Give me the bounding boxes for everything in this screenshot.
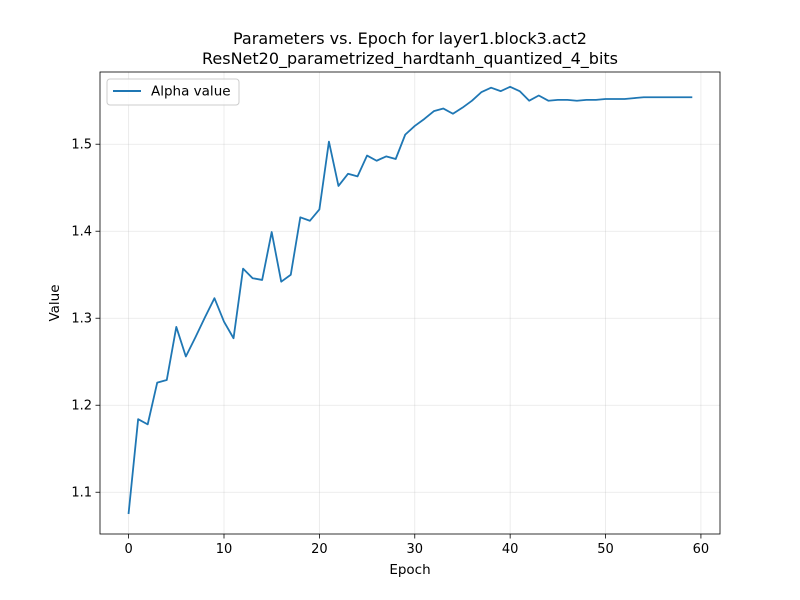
x-tick-label: 10 [216,542,233,557]
y-tick-label: 1.5 [71,138,92,153]
grid [100,72,720,534]
y-tick-label: 1.4 [71,225,92,240]
legend-box [106,78,240,106]
chart-subtitle: ResNet20_parametrized_hardtanh_quantized… [202,49,618,69]
y-axis-label: Value [47,284,63,321]
x-axis-label: Epoch [389,562,430,578]
x-tick-label: 0 [124,542,132,557]
y-axis: 1.1 1.2 1.3 1.4 1.5 [71,138,100,501]
legend: Alpha value [106,78,240,106]
x-tick-label: 40 [502,542,519,557]
plot-area [100,72,720,534]
series-line-alpha-value [127,85,693,515]
y-tick-label: 1.1 [71,486,92,501]
chart-title: Parameters vs. Epoch for layer1.block3.a… [233,29,587,48]
y-tick-label: 1.3 [71,312,92,327]
x-axis: 0 10 20 30 40 50 60 [124,534,709,557]
series-layer [127,85,693,515]
y-tick-label: 1.2 [71,399,92,414]
x-tick-label: 60 [693,542,710,557]
x-tick-label: 50 [597,542,614,557]
x-tick-label: 20 [311,542,328,557]
legend-label-alpha-value: Alpha value [151,84,231,100]
axes-frame [99,71,721,535]
x-tick-label: 30 [406,542,423,557]
